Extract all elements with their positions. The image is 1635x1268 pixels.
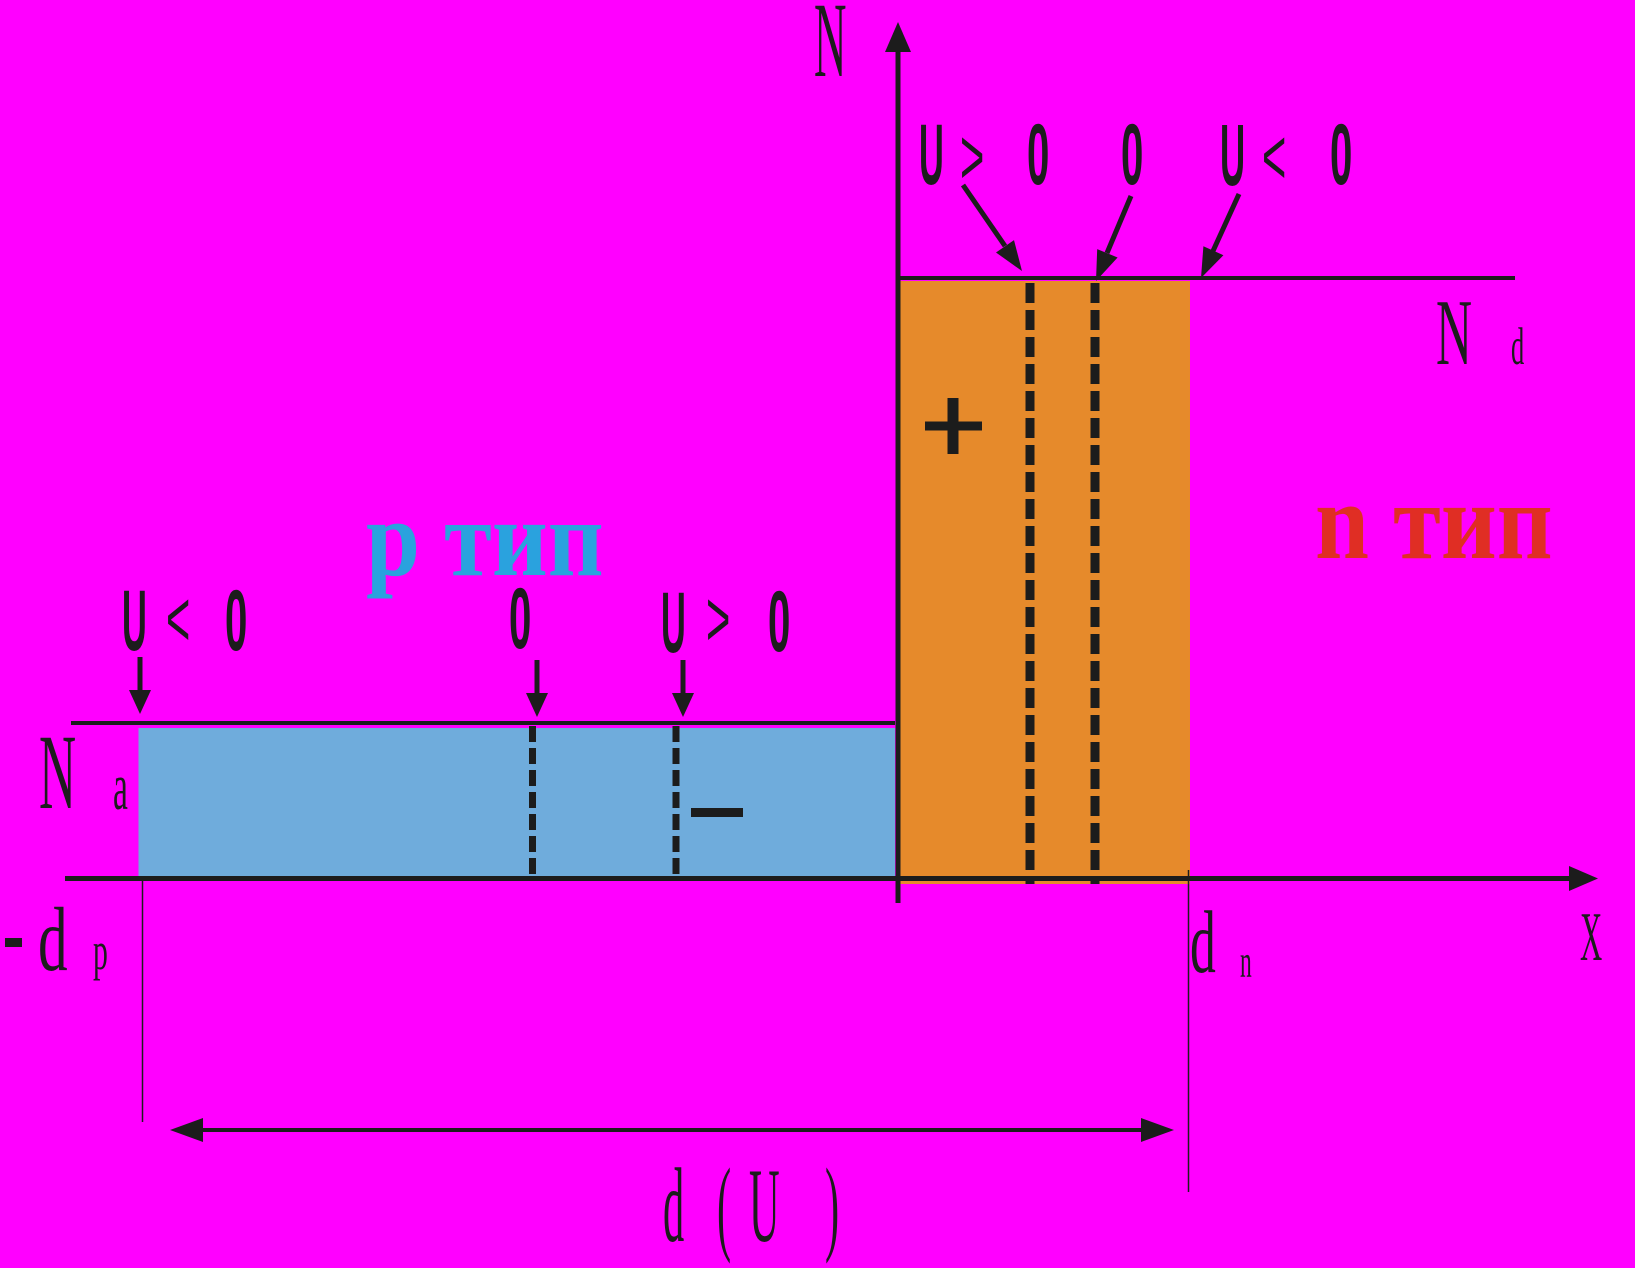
- svg-text:U: U: [122, 573, 147, 669]
- svg-text:0: 0: [1121, 107, 1143, 203]
- svg-text:p: p: [93, 922, 108, 981]
- svg-text:d: d: [1190, 892, 1216, 991]
- svg-text:р тип: р тип: [366, 479, 604, 599]
- svg-text:a: a: [113, 751, 128, 824]
- svg-text:d(U): d(U): [663, 1148, 839, 1265]
- svg-text:>: >: [960, 111, 984, 201]
- svg-text:n тип: n тип: [1315, 462, 1553, 582]
- svg-text:0: 0: [1330, 107, 1352, 203]
- svg-text:d: d: [1511, 318, 1524, 376]
- svg-text:0: 0: [1027, 107, 1049, 203]
- svg-text:N: N: [814, 0, 846, 99]
- svg-text:<: <: [166, 573, 190, 663]
- svg-text:0: 0: [225, 573, 247, 669]
- svg-text:>: >: [706, 573, 730, 663]
- svg-text:X: X: [1580, 898, 1602, 976]
- svg-text:0: 0: [768, 574, 790, 670]
- svg-text:U: U: [661, 575, 686, 671]
- svg-text:U: U: [919, 107, 944, 203]
- svg-text:d: d: [38, 889, 68, 990]
- svg-text:N: N: [1436, 282, 1472, 386]
- svg-text:0: 0: [509, 571, 531, 667]
- svg-text:N: N: [39, 714, 76, 833]
- svg-text:n: n: [1240, 937, 1252, 989]
- svg-text:U: U: [1220, 108, 1245, 205]
- svg-text:<: <: [1262, 111, 1286, 201]
